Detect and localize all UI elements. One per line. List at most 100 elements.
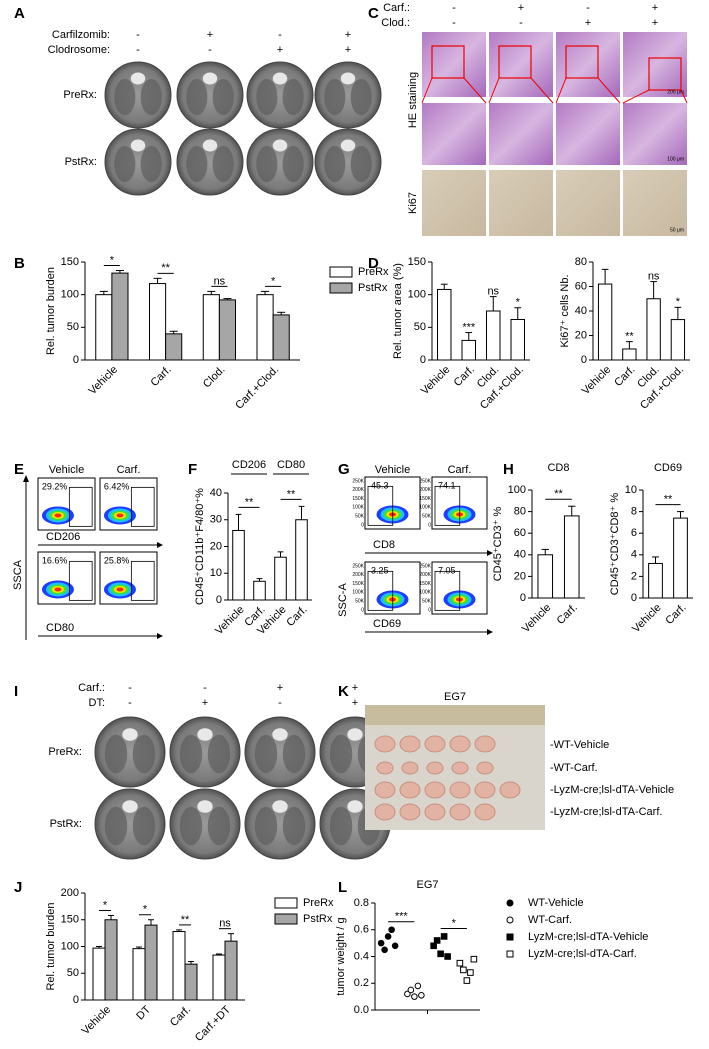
gate-value: 25.8% [104,555,130,565]
flow-tick: 0 [361,522,364,528]
tumor [474,781,496,799]
bar [172,931,186,1001]
y-tick-label: 0 [420,354,426,366]
significance: ** [554,488,563,500]
y-tick-label: 50 [67,967,79,979]
ct-lung [282,806,306,846]
ct-lung [104,806,128,846]
flow-density [54,587,62,592]
ct-lung [114,78,136,116]
panel-letter: H [503,461,514,478]
ct-lung [132,734,156,774]
legend-swatch [329,266,353,278]
condition-label: Carfilzomib: [52,29,110,41]
group-label: -LyzM-cre;lsl-dTA-Vehicle [550,784,674,796]
panel-letter: I [14,683,18,700]
ct-heart [202,72,218,85]
tumor [424,803,446,821]
bar [212,954,226,1001]
bar [132,948,146,1001]
condition-sign: - [128,697,132,709]
condition-sign: + [345,29,351,41]
y-tick-label: 40 [575,305,587,317]
scatter-point [430,942,437,950]
column-label: Vehicle [375,464,410,476]
bar [437,288,452,361]
y-tick-label: 20 [210,540,222,552]
condition-sign: - [452,2,456,14]
panel-letter: C [368,5,379,22]
x-tick-label: Vehicle [80,1004,114,1038]
ct-lung [104,734,128,774]
y-tick-label: 40 [514,549,526,561]
ct-heart [347,728,363,741]
scatter-point [460,966,467,974]
ct-lung [212,145,234,183]
significance: ** [161,262,170,274]
condition-sign: - [278,29,282,41]
condition-sign: + [352,697,358,709]
panel-letter: K [338,683,349,700]
ct-lung [207,734,231,774]
y-tick-label: 4 [631,549,637,561]
significance: * [103,899,108,911]
y-tick-label: 60 [514,527,526,539]
y-tick-label: 100 [508,484,526,496]
flow-tick: 150K [352,581,364,587]
zoom-line [463,77,487,104]
bar [272,314,290,361]
flow-tick: 200K [352,572,364,578]
flow-tick: 0 [361,607,364,613]
chart-title: CD8 [547,462,569,474]
group-label: CD206 [232,459,266,471]
condition-sign: - [452,17,456,29]
photo-title: EG7 [444,691,466,703]
scatter-point [437,950,444,958]
gate-value: 7.05 [438,565,456,575]
tumor [449,781,471,799]
y-tick-label: 10 [625,484,637,496]
ct-heart [272,800,288,813]
tumor [449,735,471,753]
histology-image [556,32,620,97]
ct-lung [282,145,304,183]
flow-density [54,513,62,518]
scatter-point [381,946,388,954]
histology-image [623,103,687,165]
flow-gate [130,560,155,601]
ct-heart [347,800,363,813]
panel-letter: J [14,879,22,896]
y-tick-label: 0 [520,592,526,604]
condition-sign: - [203,682,207,694]
bar [648,562,663,599]
significance: ns [648,271,660,283]
panel-letter: B [14,255,25,272]
condition-sign: - [278,697,282,709]
y-tick-label: 50 [67,321,79,333]
bar [670,319,686,361]
y-tick-label: 0 [216,594,222,606]
x-tick-label: Vehicle [86,364,120,398]
histology-image [623,170,687,236]
tumor [374,803,396,821]
x-tick-label: Carf. [555,602,580,627]
tumor [374,781,396,799]
bar [95,294,113,361]
scatter-point [411,993,418,1000]
ct-lung [132,806,156,846]
bar [597,283,613,361]
arrow-head [487,629,493,635]
zoom-box [431,45,465,79]
flow-x-label: CD80 [46,622,74,634]
scale-bar: 100 μm [667,156,684,162]
column-label: Vehicle [49,464,84,476]
ct-lung [329,806,353,846]
bar [149,283,167,361]
tumor [474,735,496,753]
legend-label: PreRx [303,897,334,909]
histology-image [422,32,486,97]
x-tick-label: Carf.+Clod. [233,364,281,412]
legend-marker [506,899,514,907]
significance: * [516,297,521,309]
group-label: -LyzM-cre;lsl-dTA-Carf. [550,806,662,818]
